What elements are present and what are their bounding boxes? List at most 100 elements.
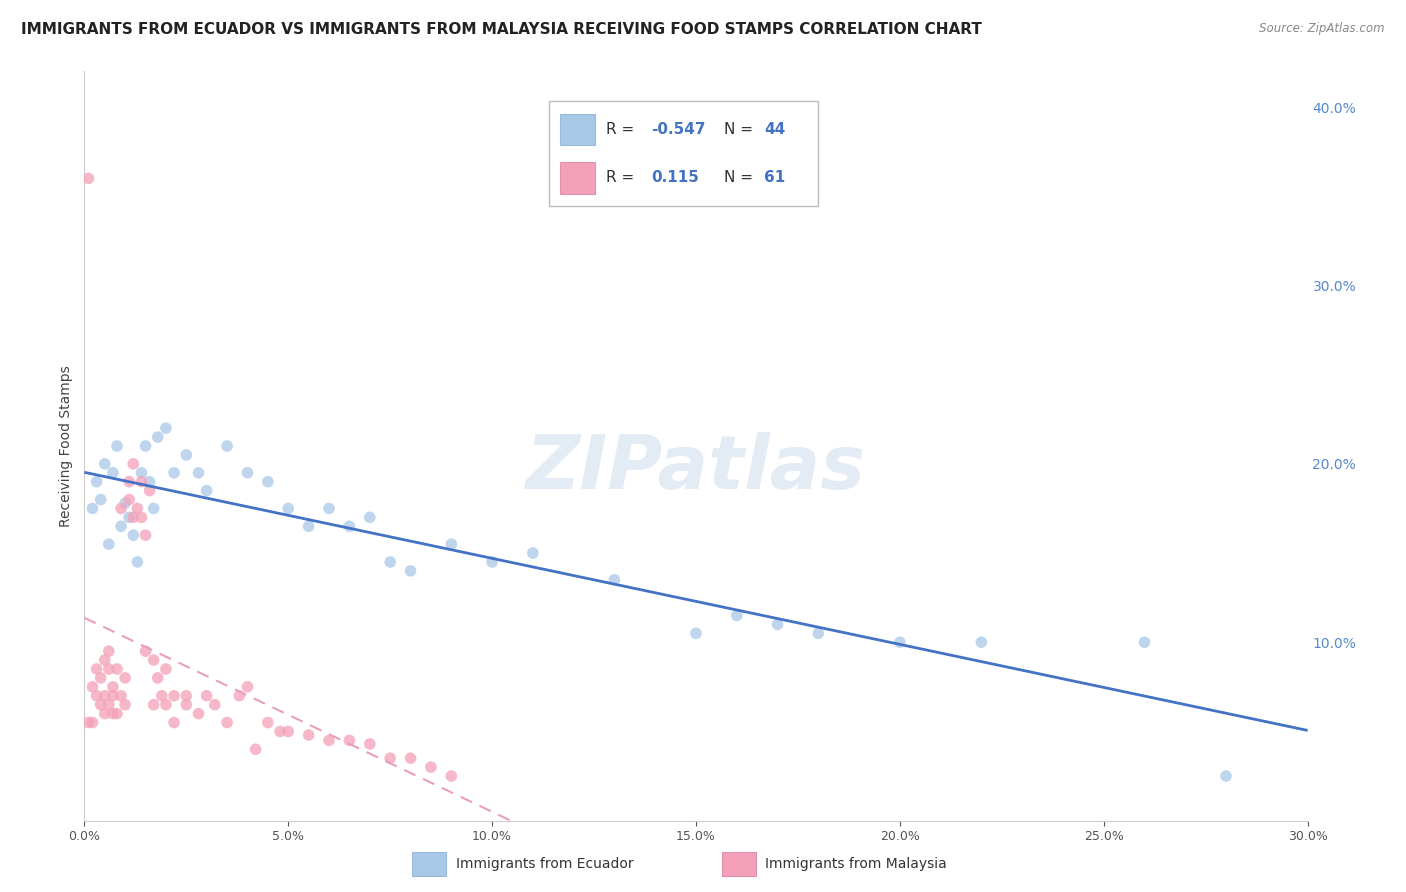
Point xyxy=(101,706,124,721)
Point xyxy=(122,510,145,524)
Point xyxy=(142,653,165,667)
Point xyxy=(195,483,218,498)
Point xyxy=(97,537,120,551)
Point xyxy=(163,466,186,480)
Point xyxy=(187,466,209,480)
Point xyxy=(440,769,463,783)
Point xyxy=(105,439,128,453)
Point xyxy=(122,528,145,542)
Point xyxy=(77,715,100,730)
Point xyxy=(155,698,177,712)
Point xyxy=(135,439,157,453)
Point xyxy=(131,466,153,480)
Point xyxy=(118,492,141,507)
Point xyxy=(150,689,173,703)
Point xyxy=(257,715,280,730)
Point xyxy=(228,689,250,703)
Point xyxy=(339,733,361,747)
Point xyxy=(318,733,340,747)
Point xyxy=(138,475,160,489)
Point xyxy=(195,689,218,703)
Point xyxy=(77,171,100,186)
Point xyxy=(1215,769,1237,783)
Point xyxy=(105,662,128,676)
Point xyxy=(187,706,209,721)
Point xyxy=(142,501,165,516)
Point xyxy=(138,483,160,498)
Point xyxy=(114,671,136,685)
Point xyxy=(110,519,132,533)
Point xyxy=(481,555,503,569)
Point xyxy=(93,706,115,721)
Text: ZIPatlas: ZIPatlas xyxy=(526,432,866,505)
Point xyxy=(298,519,321,533)
Point xyxy=(90,698,112,712)
Point xyxy=(131,475,153,489)
Point xyxy=(318,501,340,516)
Point xyxy=(359,737,381,751)
Point xyxy=(217,439,239,453)
Point xyxy=(420,760,443,774)
Point xyxy=(380,751,402,765)
Point xyxy=(277,501,299,516)
Point xyxy=(217,715,239,730)
Text: Immigrants from Ecuador: Immigrants from Ecuador xyxy=(456,857,633,871)
Point xyxy=(118,475,141,489)
Point xyxy=(118,510,141,524)
Point xyxy=(90,671,112,685)
Point xyxy=(131,510,153,524)
Point xyxy=(110,501,132,516)
Point xyxy=(236,466,259,480)
Point xyxy=(174,689,197,703)
Point xyxy=(105,706,128,721)
Point xyxy=(101,466,124,480)
Point xyxy=(766,617,789,632)
Point xyxy=(603,573,626,587)
Point xyxy=(245,742,267,756)
Point xyxy=(97,698,120,712)
Y-axis label: Receiving Food Stamps: Receiving Food Stamps xyxy=(59,365,73,527)
Bar xyxy=(412,853,446,876)
Point xyxy=(174,448,197,462)
Point xyxy=(1133,635,1156,649)
Point xyxy=(522,546,544,560)
Point xyxy=(101,680,124,694)
Point xyxy=(174,698,197,712)
Point xyxy=(163,689,186,703)
Point xyxy=(122,457,145,471)
Point xyxy=(93,457,115,471)
Text: IMMIGRANTS FROM ECUADOR VS IMMIGRANTS FROM MALAYSIA RECEIVING FOOD STAMPS CORREL: IMMIGRANTS FROM ECUADOR VS IMMIGRANTS FR… xyxy=(21,22,981,37)
Point xyxy=(114,698,136,712)
Point xyxy=(146,430,169,444)
Point xyxy=(82,715,104,730)
Point xyxy=(269,724,291,739)
Point xyxy=(110,689,132,703)
Point xyxy=(889,635,911,649)
Point xyxy=(146,671,169,685)
Text: Immigrants from Malaysia: Immigrants from Malaysia xyxy=(765,857,946,871)
Point xyxy=(93,653,115,667)
Point xyxy=(277,724,299,739)
Point xyxy=(380,555,402,569)
Point xyxy=(725,608,748,623)
Point xyxy=(204,698,226,712)
Point xyxy=(339,519,361,533)
Point xyxy=(257,475,280,489)
Point xyxy=(807,626,830,640)
Point xyxy=(86,475,108,489)
Point xyxy=(970,635,993,649)
Bar xyxy=(721,853,755,876)
Point xyxy=(127,501,149,516)
Point xyxy=(359,510,381,524)
Point xyxy=(236,680,259,694)
Point xyxy=(97,644,120,658)
Point xyxy=(90,492,112,507)
Point xyxy=(155,662,177,676)
Point xyxy=(127,555,149,569)
Point xyxy=(155,421,177,435)
Text: Source: ZipAtlas.com: Source: ZipAtlas.com xyxy=(1260,22,1385,36)
Point xyxy=(86,662,108,676)
Point xyxy=(685,626,707,640)
Point xyxy=(135,528,157,542)
Point xyxy=(142,698,165,712)
